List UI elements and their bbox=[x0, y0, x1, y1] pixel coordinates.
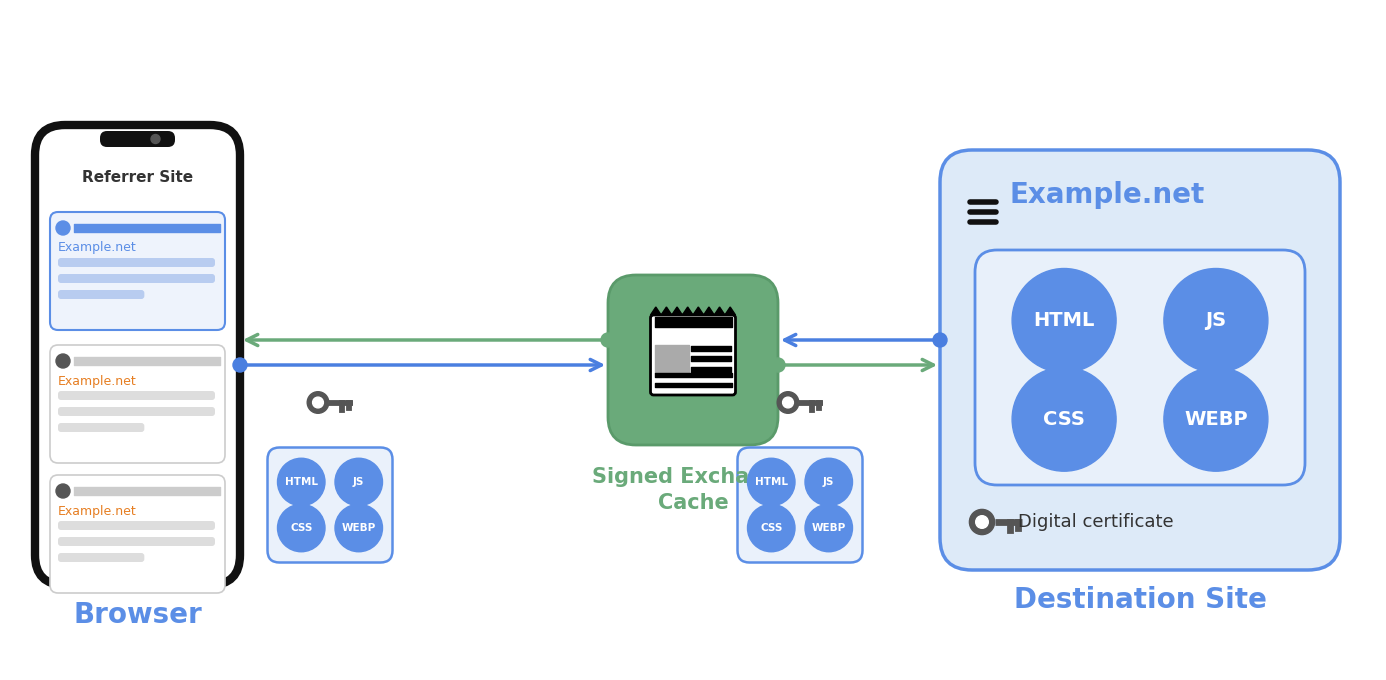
Circle shape bbox=[976, 515, 988, 528]
FancyBboxPatch shape bbox=[50, 475, 225, 593]
Text: Cache: Cache bbox=[657, 493, 729, 513]
FancyBboxPatch shape bbox=[737, 447, 862, 562]
Circle shape bbox=[771, 358, 784, 372]
Text: Signed Exchange: Signed Exchange bbox=[592, 467, 794, 487]
Circle shape bbox=[778, 392, 798, 413]
Text: Digital certificate: Digital certificate bbox=[1017, 513, 1174, 531]
FancyBboxPatch shape bbox=[940, 150, 1340, 570]
Circle shape bbox=[233, 358, 247, 372]
Text: CSS: CSS bbox=[1044, 409, 1085, 428]
Circle shape bbox=[1164, 269, 1268, 373]
FancyBboxPatch shape bbox=[650, 315, 736, 395]
Text: JS: JS bbox=[1206, 311, 1227, 330]
Text: Example.net: Example.net bbox=[58, 505, 137, 517]
Circle shape bbox=[277, 505, 324, 551]
Circle shape bbox=[308, 392, 328, 413]
Circle shape bbox=[277, 458, 324, 506]
Text: CSS: CSS bbox=[760, 523, 783, 533]
Circle shape bbox=[783, 397, 793, 408]
FancyBboxPatch shape bbox=[974, 250, 1306, 485]
Circle shape bbox=[1012, 269, 1116, 373]
Text: JS: JS bbox=[823, 477, 834, 487]
Circle shape bbox=[55, 484, 71, 498]
Text: Example.net: Example.net bbox=[58, 241, 137, 254]
Text: WEBP: WEBP bbox=[1184, 409, 1247, 428]
FancyBboxPatch shape bbox=[58, 537, 215, 546]
Text: Referrer Site: Referrer Site bbox=[82, 169, 193, 184]
Text: HTML: HTML bbox=[755, 477, 787, 487]
Text: WEBP: WEBP bbox=[812, 523, 845, 533]
FancyBboxPatch shape bbox=[50, 212, 225, 330]
FancyBboxPatch shape bbox=[35, 125, 240, 585]
FancyBboxPatch shape bbox=[58, 423, 144, 432]
FancyBboxPatch shape bbox=[100, 131, 175, 147]
FancyBboxPatch shape bbox=[58, 553, 144, 562]
Circle shape bbox=[602, 333, 615, 347]
Circle shape bbox=[151, 135, 159, 143]
Text: Example.net: Example.net bbox=[58, 375, 137, 388]
Circle shape bbox=[805, 458, 852, 506]
FancyBboxPatch shape bbox=[267, 447, 392, 562]
FancyBboxPatch shape bbox=[58, 290, 144, 299]
Circle shape bbox=[55, 221, 71, 235]
Circle shape bbox=[747, 458, 796, 506]
Text: JS: JS bbox=[353, 477, 365, 487]
Circle shape bbox=[335, 505, 383, 551]
Text: Destination Site: Destination Site bbox=[1013, 586, 1267, 614]
Circle shape bbox=[313, 397, 323, 408]
Circle shape bbox=[805, 505, 852, 551]
Text: WEBP: WEBP bbox=[341, 523, 376, 533]
Circle shape bbox=[335, 458, 383, 506]
Polygon shape bbox=[650, 307, 736, 315]
FancyBboxPatch shape bbox=[50, 345, 225, 463]
Circle shape bbox=[969, 509, 995, 534]
FancyBboxPatch shape bbox=[58, 407, 215, 416]
FancyBboxPatch shape bbox=[608, 275, 778, 445]
Text: CSS: CSS bbox=[290, 523, 312, 533]
Circle shape bbox=[933, 333, 947, 347]
FancyBboxPatch shape bbox=[58, 391, 215, 400]
Circle shape bbox=[55, 354, 71, 368]
FancyBboxPatch shape bbox=[58, 521, 215, 530]
Text: HTML: HTML bbox=[1034, 311, 1095, 330]
Text: HTML: HTML bbox=[284, 477, 317, 487]
Circle shape bbox=[1012, 367, 1116, 471]
Text: Example.net: Example.net bbox=[1010, 181, 1206, 209]
FancyBboxPatch shape bbox=[58, 258, 215, 267]
Circle shape bbox=[747, 505, 796, 551]
Circle shape bbox=[1164, 367, 1268, 471]
FancyBboxPatch shape bbox=[58, 274, 215, 283]
Text: Browser: Browser bbox=[73, 601, 202, 629]
